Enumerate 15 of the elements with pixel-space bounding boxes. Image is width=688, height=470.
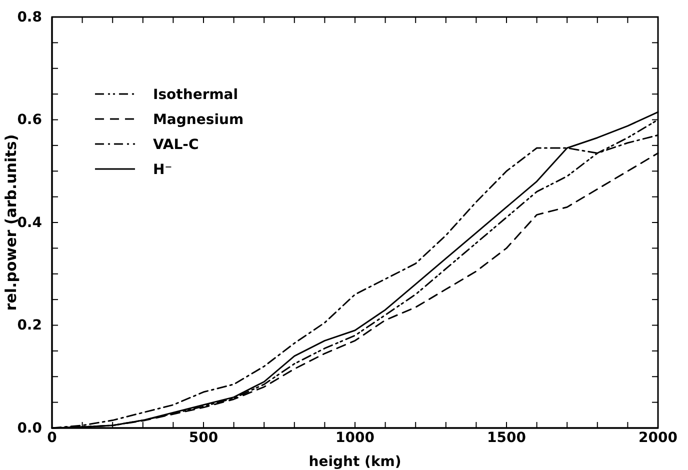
legend-label: VAL-C bbox=[153, 137, 199, 153]
y-tick-label: 0.2 bbox=[17, 318, 42, 334]
y-tick-label: 0.4 bbox=[17, 214, 42, 231]
legend-label: H⁻ bbox=[153, 162, 172, 178]
x-axis-title: height (km) bbox=[308, 454, 402, 470]
x-tick-label: 500 bbox=[188, 430, 218, 446]
legend-label: Isothermal bbox=[153, 87, 238, 103]
x-tick-label: 0 bbox=[47, 430, 58, 446]
y-tick-label: 0.0 bbox=[17, 420, 42, 436]
x-tick-label: 1000 bbox=[336, 430, 375, 446]
y-tick-label: 0.6 bbox=[17, 112, 42, 128]
legend-label: Magnesium bbox=[153, 112, 244, 128]
x-tick-label: 2000 bbox=[638, 430, 678, 446]
y-tick-label: 0.8 bbox=[17, 9, 42, 26]
x-tick-label: 1500 bbox=[487, 430, 526, 446]
